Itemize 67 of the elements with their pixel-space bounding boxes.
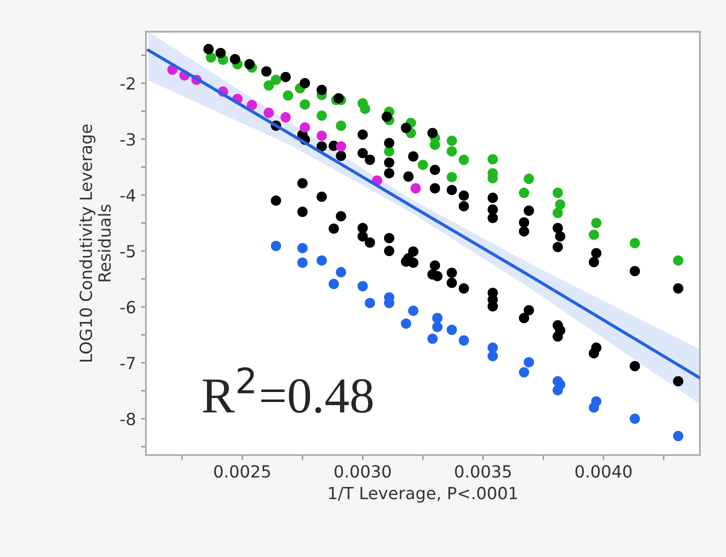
point bbox=[410, 183, 421, 194]
point bbox=[518, 367, 530, 378]
y-tick-label: -2 bbox=[120, 77, 135, 90]
y-tick-label: -4 bbox=[120, 189, 136, 202]
point bbox=[264, 108, 274, 118]
point bbox=[432, 312, 442, 324]
point bbox=[336, 120, 346, 131]
point bbox=[316, 255, 327, 266]
point bbox=[336, 267, 346, 278]
point bbox=[488, 154, 498, 164]
point bbox=[446, 146, 457, 157]
point bbox=[328, 278, 339, 290]
point bbox=[408, 306, 418, 316]
point bbox=[446, 172, 457, 182]
point bbox=[360, 104, 370, 114]
point bbox=[300, 122, 310, 133]
point bbox=[297, 243, 308, 254]
point bbox=[280, 112, 291, 122]
point bbox=[206, 52, 216, 63]
point bbox=[282, 90, 294, 101]
point bbox=[588, 230, 600, 240]
point bbox=[364, 298, 376, 308]
point bbox=[336, 141, 346, 152]
point bbox=[446, 136, 457, 146]
x-tick-label: 0.0025 bbox=[214, 465, 270, 478]
x-tick-label: 0.0030 bbox=[334, 465, 391, 478]
point bbox=[270, 74, 282, 85]
point bbox=[524, 357, 534, 368]
point bbox=[316, 110, 327, 121]
x-axis-title: 1/T Leverage, P<.0001 bbox=[329, 486, 517, 503]
point bbox=[270, 240, 282, 252]
point bbox=[246, 100, 258, 110]
point bbox=[552, 385, 563, 396]
point bbox=[316, 130, 327, 141]
point bbox=[524, 174, 534, 184]
point bbox=[630, 414, 640, 424]
point bbox=[297, 258, 308, 268]
point bbox=[432, 322, 442, 332]
point bbox=[400, 318, 412, 329]
point bbox=[673, 430, 684, 442]
point bbox=[673, 255, 684, 266]
point bbox=[300, 99, 310, 110]
point bbox=[358, 281, 368, 292]
x-tick-label: 0.0040 bbox=[575, 465, 632, 478]
y-tick-label: -6 bbox=[120, 300, 136, 314]
point bbox=[591, 218, 602, 228]
point bbox=[630, 238, 640, 248]
y-tick-label: -3 bbox=[120, 133, 135, 146]
point bbox=[588, 402, 600, 413]
point bbox=[264, 80, 274, 91]
point bbox=[552, 208, 563, 218]
y-axis-title: LOG10 Condutivity Leverage Residuals bbox=[79, 124, 111, 362]
point bbox=[555, 199, 566, 210]
point bbox=[430, 140, 440, 150]
annotation: R$^{2}$=0.48 bbox=[202, 367, 373, 414]
point bbox=[458, 154, 469, 165]
point bbox=[458, 335, 469, 346]
point bbox=[427, 334, 438, 344]
point bbox=[518, 188, 530, 198]
point bbox=[418, 160, 428, 170]
point bbox=[446, 324, 457, 335]
x-tick-label: 0.0035 bbox=[455, 465, 511, 478]
point bbox=[488, 350, 498, 362]
point bbox=[552, 188, 563, 198]
y-tick-label: -5 bbox=[120, 245, 135, 258]
y-tick-label: -8 bbox=[120, 412, 136, 426]
y-tick-label: -7 bbox=[120, 356, 135, 370]
